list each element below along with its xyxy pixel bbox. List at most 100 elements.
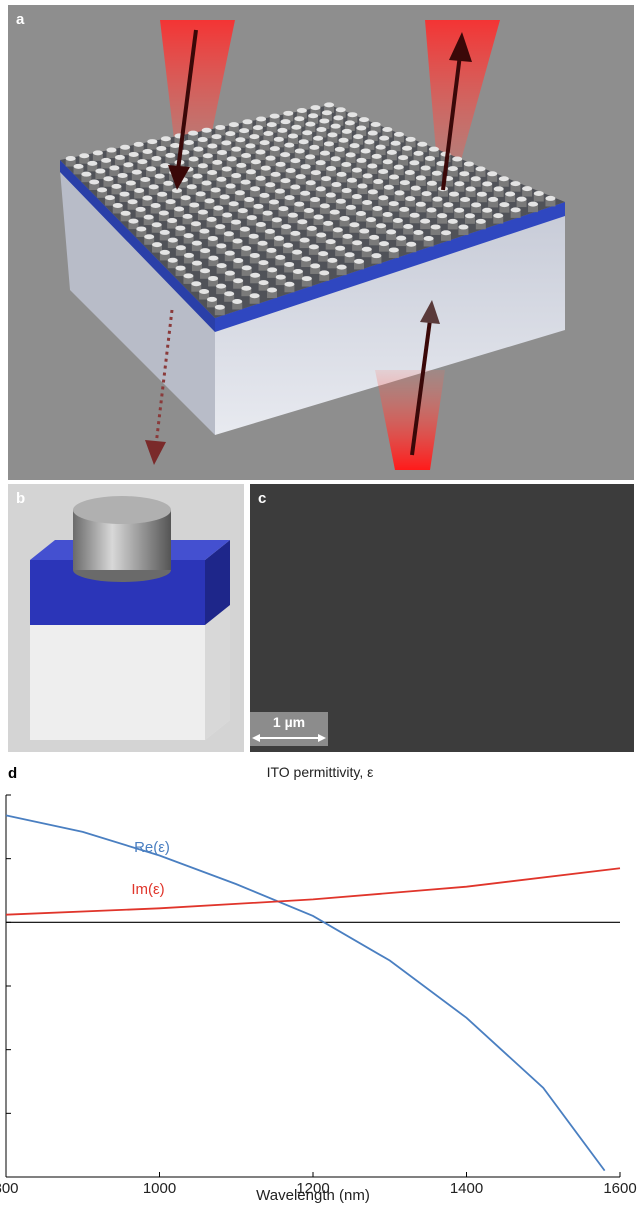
pillar-top bbox=[356, 157, 367, 163]
pillar-top bbox=[258, 280, 269, 286]
pillar bbox=[278, 208, 289, 217]
pillar-top bbox=[405, 136, 416, 142]
pillar-top bbox=[310, 197, 321, 203]
pillar bbox=[175, 228, 186, 237]
pillar bbox=[305, 182, 316, 191]
pillar bbox=[271, 219, 282, 228]
pillar bbox=[180, 197, 191, 206]
pillar bbox=[117, 175, 128, 184]
pillar-top bbox=[269, 113, 280, 119]
pillar bbox=[399, 209, 410, 218]
pillar-top bbox=[349, 222, 360, 228]
pillar-top bbox=[159, 249, 170, 255]
pillar-top bbox=[284, 261, 295, 267]
pillar-top bbox=[120, 210, 131, 216]
pillar-top bbox=[117, 172, 128, 178]
pillar-top bbox=[388, 247, 399, 253]
pillar-top bbox=[266, 247, 277, 253]
pillar bbox=[191, 283, 202, 292]
pillar bbox=[321, 112, 332, 121]
series-label: Im(ε) bbox=[131, 881, 164, 898]
x-tick-label: 1600 bbox=[603, 1180, 636, 1197]
pillar-top bbox=[301, 276, 312, 282]
pillar bbox=[183, 142, 194, 151]
panel-label: a bbox=[16, 11, 25, 28]
pillar bbox=[333, 117, 344, 126]
pillar-top bbox=[249, 252, 260, 258]
pillar-top bbox=[410, 185, 421, 191]
pillar bbox=[244, 199, 255, 208]
pillar-top bbox=[356, 125, 367, 131]
pillar bbox=[142, 151, 153, 160]
pillar bbox=[250, 161, 261, 170]
x-axis-label: Wavelength (nm) bbox=[256, 1187, 370, 1204]
pillar-top bbox=[458, 224, 469, 230]
panel-b: b bbox=[8, 484, 244, 752]
pillar bbox=[463, 163, 474, 172]
pillar-top bbox=[355, 210, 366, 216]
pillar-top bbox=[325, 239, 336, 245]
pillar-top bbox=[447, 218, 458, 224]
pillar bbox=[241, 267, 252, 276]
pillar-top bbox=[342, 233, 353, 239]
pillar bbox=[253, 206, 264, 215]
pillar-top bbox=[175, 225, 186, 231]
pillar bbox=[183, 275, 194, 284]
pillar-top bbox=[224, 270, 235, 276]
pillar bbox=[297, 221, 308, 230]
pillar bbox=[335, 248, 346, 257]
pillar-top bbox=[399, 206, 410, 212]
pillar-top bbox=[221, 166, 232, 172]
pillar bbox=[447, 221, 458, 230]
pillar-top bbox=[270, 171, 281, 177]
pillar-top bbox=[225, 131, 236, 137]
arrow bbox=[441, 54, 462, 191]
pillar-top bbox=[195, 191, 206, 197]
pillar-top bbox=[114, 154, 125, 160]
pillar-top bbox=[268, 199, 279, 205]
pillar bbox=[197, 139, 208, 148]
pillar-top bbox=[140, 177, 151, 183]
pillar bbox=[248, 236, 259, 245]
pillar bbox=[294, 151, 305, 160]
pillar-top bbox=[136, 226, 147, 232]
pillar bbox=[201, 130, 212, 139]
pillar bbox=[119, 194, 130, 203]
pillar-top bbox=[273, 136, 284, 142]
pillar-top bbox=[152, 242, 163, 248]
pillar bbox=[250, 188, 261, 197]
pillar bbox=[338, 140, 349, 149]
pillar bbox=[157, 194, 168, 203]
pillar bbox=[284, 264, 295, 273]
pillar bbox=[441, 232, 452, 241]
pillar bbox=[249, 255, 260, 264]
pillar bbox=[430, 226, 441, 235]
pillar bbox=[367, 165, 378, 174]
pillar-top bbox=[127, 199, 138, 205]
pillar-top bbox=[215, 124, 226, 130]
pillar bbox=[158, 213, 169, 222]
pillar bbox=[398, 157, 409, 166]
pillar-top bbox=[417, 141, 428, 147]
pillar bbox=[228, 203, 239, 212]
pillar bbox=[92, 152, 103, 161]
pillar-top bbox=[201, 127, 212, 133]
pillar-top bbox=[189, 202, 200, 208]
pillar-top bbox=[211, 134, 222, 140]
pillar-top bbox=[231, 219, 242, 225]
pillar-top bbox=[482, 207, 493, 213]
pillar bbox=[186, 186, 197, 195]
pillar bbox=[89, 182, 100, 191]
pillar bbox=[373, 181, 384, 190]
pillar-top bbox=[292, 249, 303, 255]
pillar bbox=[305, 124, 316, 133]
pillar-top bbox=[65, 156, 76, 162]
pillar-top bbox=[432, 196, 443, 202]
pillar-top bbox=[315, 160, 326, 166]
pillar bbox=[103, 178, 114, 187]
pillar bbox=[345, 207, 356, 216]
pillar-top bbox=[269, 146, 280, 152]
pillar bbox=[241, 155, 252, 164]
pillar-top bbox=[310, 105, 321, 111]
pillar-top bbox=[319, 150, 330, 156]
